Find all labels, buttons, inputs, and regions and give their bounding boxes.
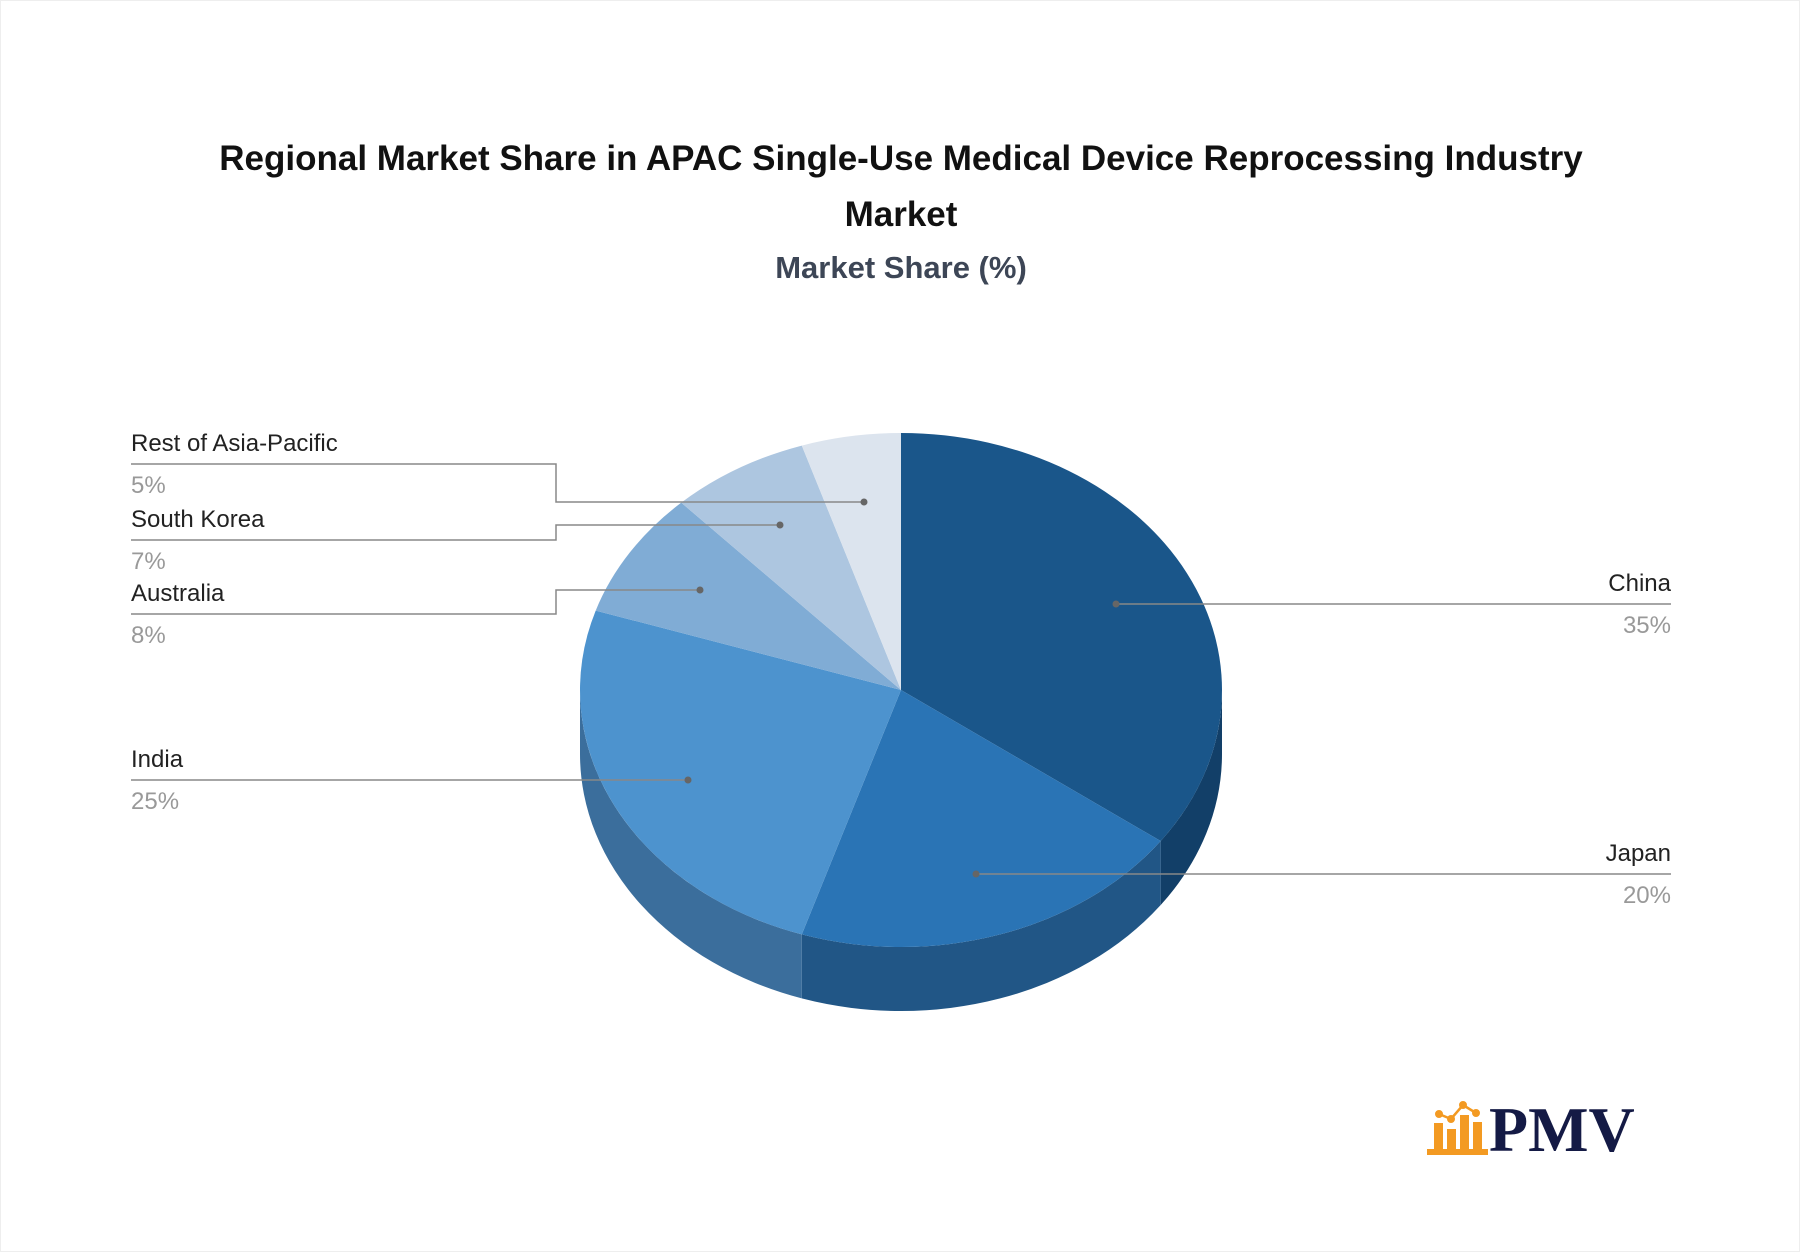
label-india: India <box>131 746 184 773</box>
leader-line-australia <box>131 589 700 615</box>
slice-japan[interactable] <box>801 690 1161 947</box>
leader-line-rest-of-apac <box>131 463 864 503</box>
logo-text: PMV <box>1489 1094 1635 1165</box>
label-australia: Australia <box>131 580 225 607</box>
slice-side-india <box>580 690 802 999</box>
pct-south-korea: 7% <box>131 548 166 575</box>
slice-china[interactable] <box>901 433 1222 842</box>
pct-india: 25% <box>131 788 179 815</box>
label-south-korea: South Korea <box>131 506 265 533</box>
leader-dot-rest-of-apac <box>860 498 868 506</box>
leader-dot-china <box>1112 600 1120 608</box>
leader-line-south-korea <box>131 524 780 541</box>
slice-india[interactable] <box>580 610 901 935</box>
pie-slices <box>580 433 1222 947</box>
pmv-logo: PMV <box>1427 1094 1635 1165</box>
pct-rest-of-apac: 5% <box>131 472 166 499</box>
pct-japan: 20% <box>1623 882 1671 909</box>
leader-dot-japan <box>972 870 980 878</box>
leader-dot-south-korea <box>776 521 784 529</box>
label-china: China <box>1608 570 1671 597</box>
pct-australia: 8% <box>131 622 166 649</box>
slice-side-japan <box>801 841 1161 1011</box>
logo-chart-icon <box>1427 1101 1488 1155</box>
label-japan: Japan <box>1606 840 1671 867</box>
slice-rest-of-apac[interactable] <box>801 433 901 690</box>
slice-side-china <box>1160 690 1222 906</box>
pct-china: 35% <box>1623 612 1671 639</box>
leader-dot-india <box>684 776 692 784</box>
slice-labels: China 35% Japan 20% India 25% Australia … <box>131 430 1672 909</box>
leader-lines <box>131 463 1671 878</box>
label-rest-of-apac: Rest of Asia-Pacific <box>131 430 338 457</box>
chart-subtitle: Market Share (%) <box>775 250 1027 285</box>
slice-south-korea[interactable] <box>681 445 901 690</box>
leader-dot-australia <box>696 586 704 594</box>
pie-sides <box>580 690 1222 1011</box>
chart-title-line-2: Market <box>845 195 958 234</box>
slice-australia[interactable] <box>595 502 901 690</box>
chart-title-line-1: Regional Market Share in APAC Single-Use… <box>219 139 1583 178</box>
